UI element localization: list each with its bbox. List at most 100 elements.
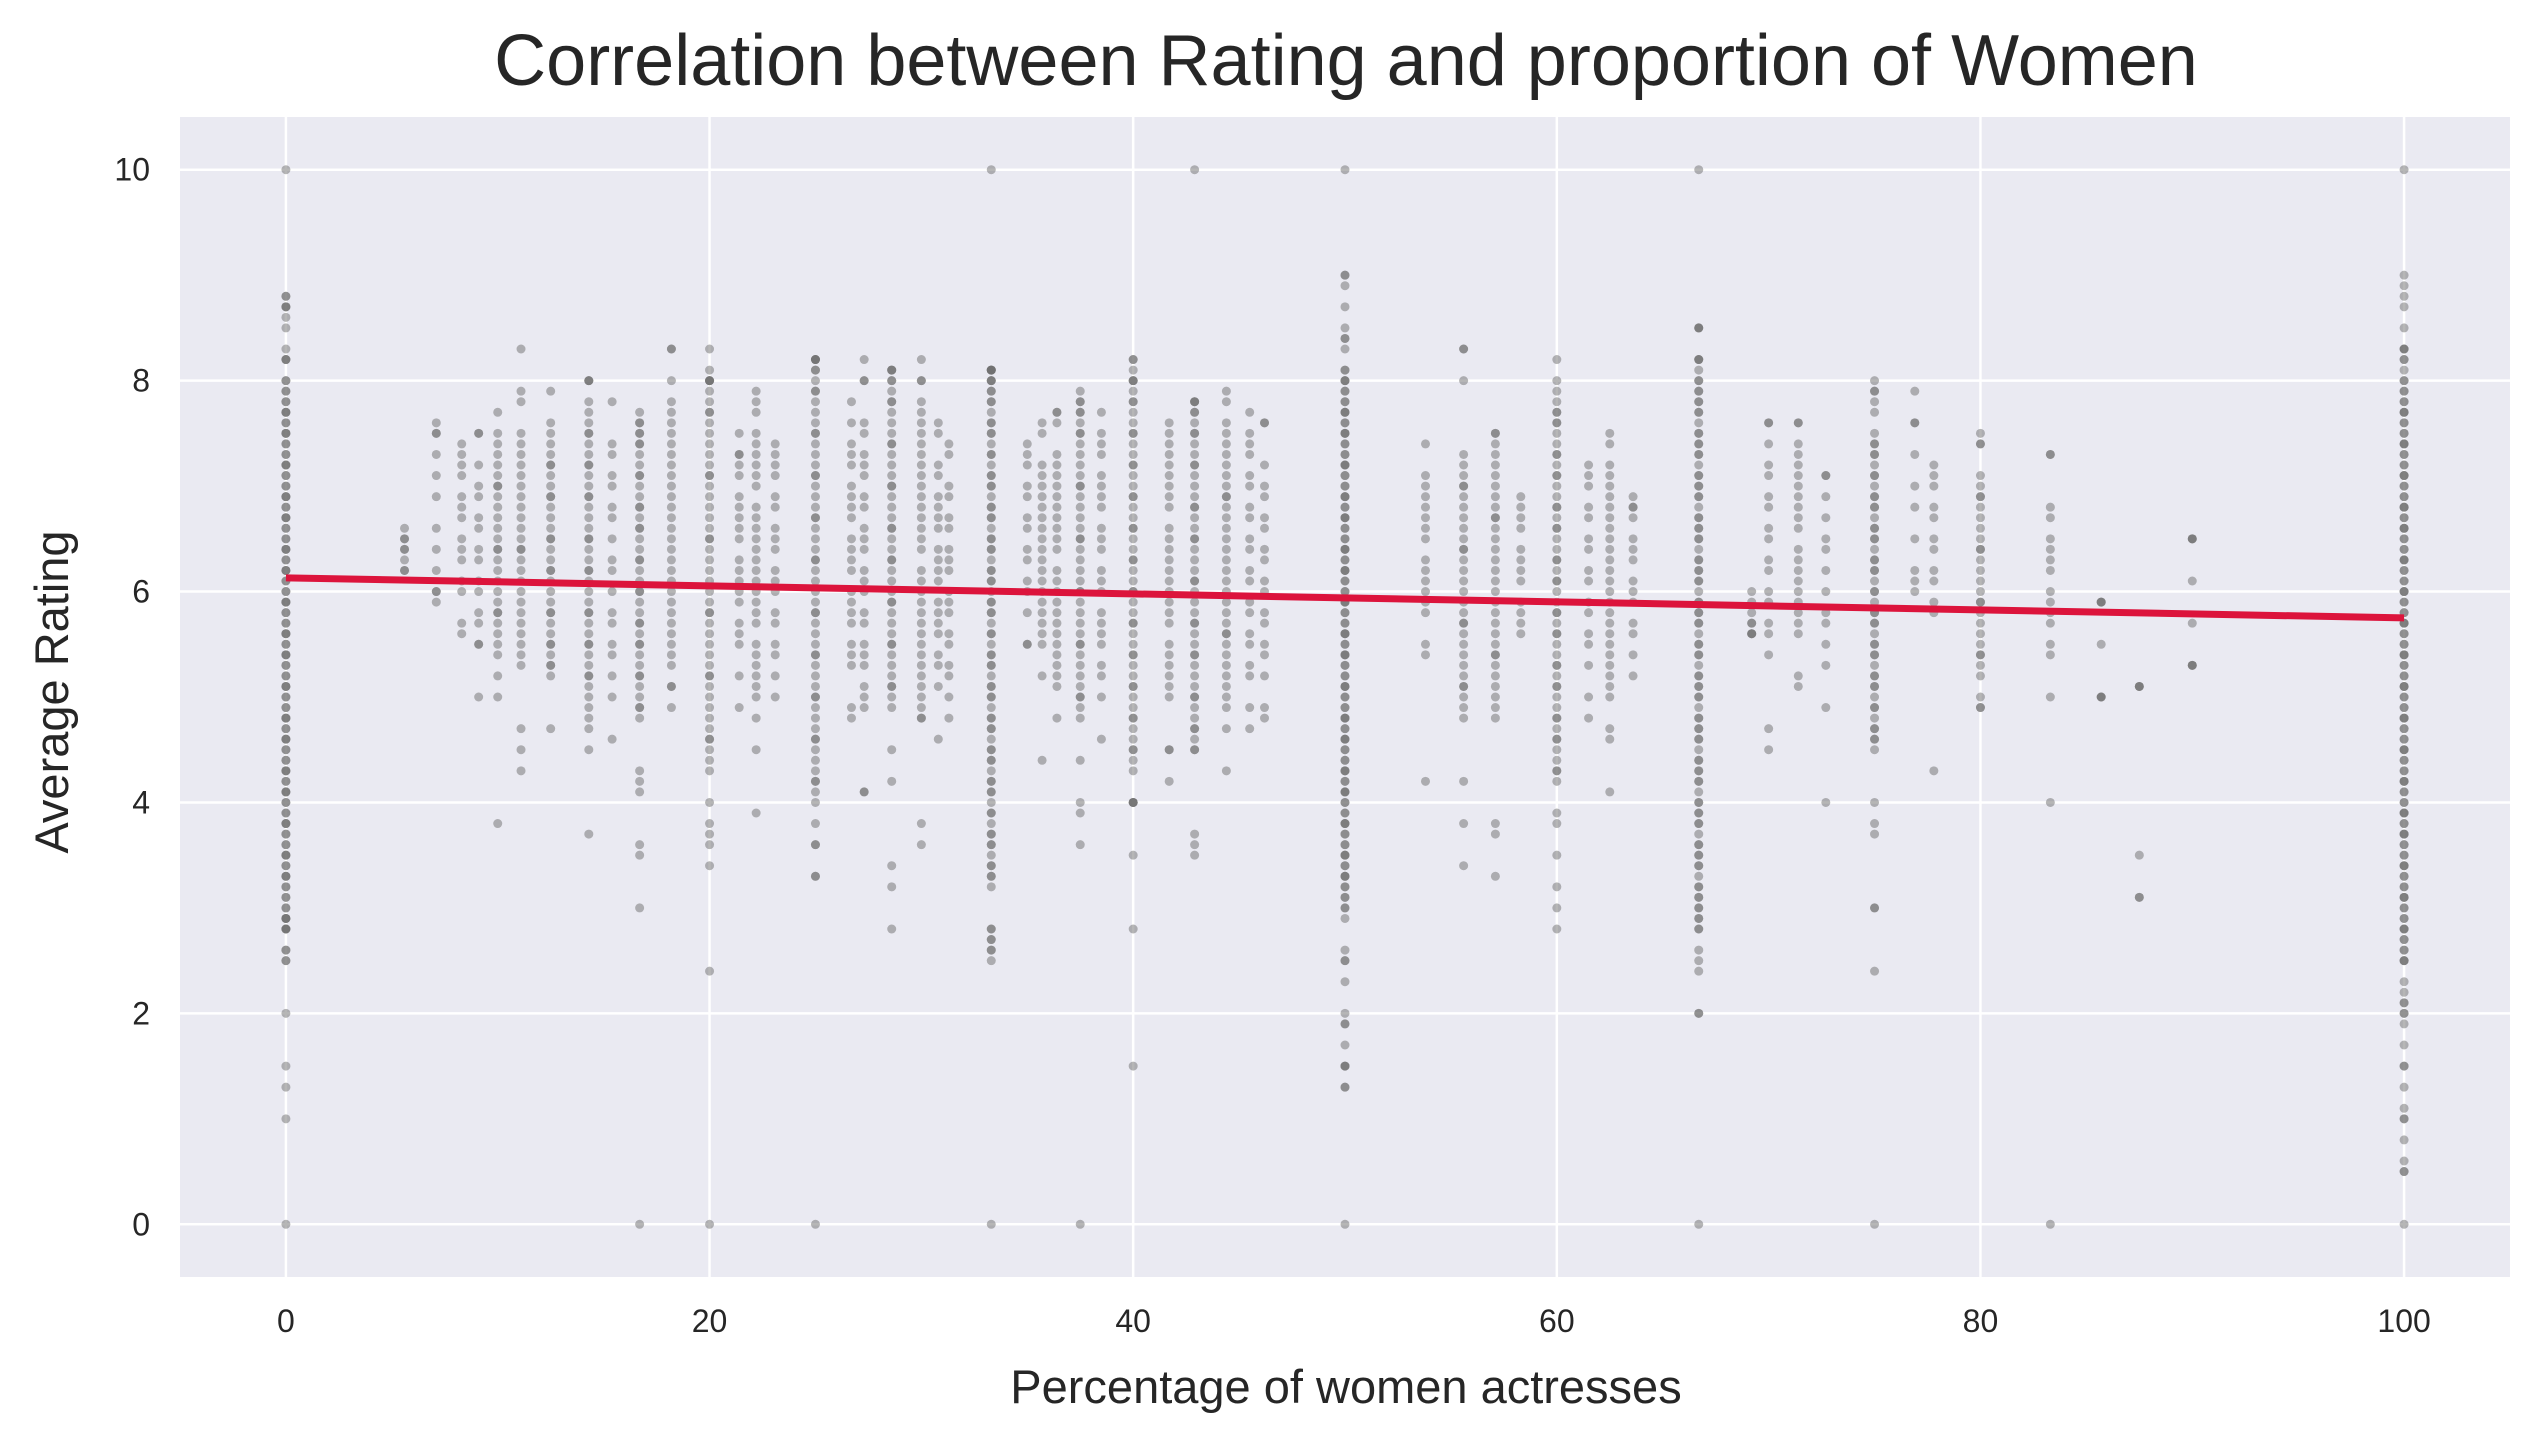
data-point	[810, 418, 820, 428]
data-point	[1128, 397, 1138, 407]
data-point	[859, 692, 869, 702]
data-point	[584, 692, 594, 702]
data-point	[1245, 502, 1255, 512]
data-point	[1340, 1019, 1350, 1029]
data-point	[986, 639, 996, 649]
data-point	[1221, 618, 1231, 628]
data-point	[1190, 713, 1200, 723]
data-point	[887, 513, 897, 523]
data-point	[810, 608, 820, 618]
data-point	[859, 471, 869, 481]
data-point	[1340, 1219, 1350, 1229]
data-point	[1128, 597, 1138, 607]
data-point	[1459, 608, 1469, 618]
data-point	[516, 523, 526, 533]
data-point	[1340, 397, 1350, 407]
data-point	[431, 471, 441, 481]
data-point	[810, 755, 820, 765]
data-point	[1420, 513, 1430, 523]
data-point	[1747, 608, 1757, 618]
data-point	[546, 544, 556, 554]
data-point	[810, 523, 820, 533]
data-point	[1037, 460, 1047, 470]
data-point	[281, 734, 291, 744]
data-point	[1340, 513, 1350, 523]
data-point	[281, 523, 291, 533]
data-point	[1870, 745, 1880, 755]
data-point	[1075, 523, 1085, 533]
data-point	[705, 692, 715, 702]
data-point	[1340, 555, 1350, 565]
chart-title: Correlation between Rating and proportio…	[494, 21, 2198, 101]
data-point	[1164, 608, 1174, 618]
data-point	[1340, 407, 1350, 417]
scatter-points	[281, 165, 2409, 1229]
data-point	[1584, 513, 1594, 523]
data-point	[1190, 460, 1200, 470]
data-point	[705, 829, 715, 839]
data-point	[944, 449, 954, 459]
data-point	[1490, 681, 1500, 691]
data-point	[1245, 724, 1255, 734]
data-point	[1260, 703, 1270, 713]
data-point	[1260, 576, 1270, 586]
data-point	[1870, 903, 1880, 913]
data-point	[1052, 713, 1062, 723]
data-point	[666, 471, 676, 481]
data-point	[1075, 534, 1085, 544]
data-point	[1490, 703, 1500, 713]
data-point	[281, 618, 291, 628]
data-point	[1128, 671, 1138, 681]
data-point	[1975, 650, 1985, 660]
data-point	[705, 397, 715, 407]
data-point	[859, 787, 869, 797]
data-point	[1128, 565, 1138, 575]
data-point	[1459, 449, 1469, 459]
data-point	[1975, 471, 1985, 481]
data-point	[1694, 513, 1704, 523]
data-point	[859, 565, 869, 575]
data-point	[933, 418, 943, 428]
data-point	[1260, 523, 1270, 533]
data-point	[516, 344, 526, 354]
data-point	[1052, 629, 1062, 639]
data-point	[751, 407, 761, 417]
data-point	[1128, 355, 1138, 365]
data-point	[1128, 502, 1138, 512]
data-point	[1605, 787, 1615, 797]
data-point	[1459, 544, 1469, 554]
data-point	[400, 565, 410, 575]
data-point	[584, 618, 594, 628]
data-point	[770, 671, 780, 681]
data-point	[1128, 681, 1138, 691]
data-point	[1128, 650, 1138, 660]
data-point	[1128, 703, 1138, 713]
data-point	[1164, 534, 1174, 544]
data-point	[635, 776, 645, 786]
data-point	[1870, 481, 1880, 491]
data-point	[2399, 355, 2409, 365]
data-point	[1340, 165, 1350, 175]
data-point	[1221, 766, 1231, 776]
data-point	[846, 639, 856, 649]
data-point	[944, 439, 954, 449]
data-point	[635, 650, 645, 660]
data-point	[1747, 587, 1757, 597]
data-point	[1552, 808, 1562, 818]
data-point	[1821, 565, 1831, 575]
data-point	[516, 639, 526, 649]
data-point	[1490, 829, 1500, 839]
data-point	[846, 449, 856, 459]
data-point	[1870, 713, 1880, 723]
data-point	[2399, 1082, 2409, 1092]
data-point	[516, 565, 526, 575]
data-point	[770, 492, 780, 502]
data-point	[1605, 565, 1615, 575]
data-point	[1164, 428, 1174, 438]
data-point	[281, 819, 291, 829]
data-point	[516, 439, 526, 449]
data-point	[705, 418, 715, 428]
data-point	[1340, 418, 1350, 428]
data-point	[986, 165, 996, 175]
